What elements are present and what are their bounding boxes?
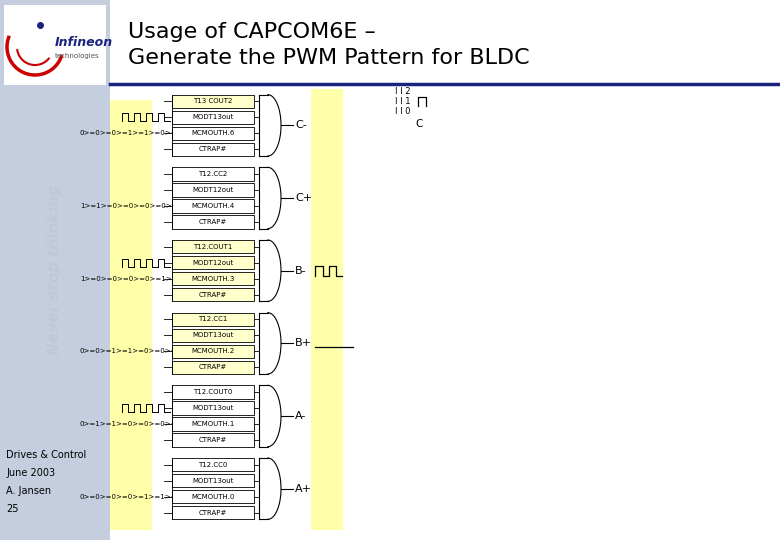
Bar xyxy=(172,143,254,156)
Text: Drives & Control: Drives & Control xyxy=(6,450,87,460)
Text: 1: 1 xyxy=(177,145,182,154)
Text: MCMOUTH.2: MCMOUTH.2 xyxy=(191,348,235,354)
Text: MCMOUTH.0: MCMOUTH.0 xyxy=(191,494,235,500)
Text: 1: 1 xyxy=(177,476,182,485)
Text: 0>=0>=0>=0>=1>=1>=0: 0>=0>=0>=0>=1>=1>=0 xyxy=(80,494,182,500)
Text: 1: 1 xyxy=(177,363,182,372)
Bar xyxy=(172,474,254,488)
Text: 1: 1 xyxy=(177,331,182,340)
Bar xyxy=(172,345,254,358)
Text: 25: 25 xyxy=(6,504,19,514)
Bar xyxy=(172,256,254,269)
Text: CTRAP#: CTRAP# xyxy=(199,510,227,516)
Text: 0>=0>=1>=1>=0>=0>=0: 0>=0>=1>=1>=0>=0>=0 xyxy=(80,348,182,354)
Text: 0>=1>=1>=0>=0>=0>=0: 0>=1>=1>=0>=0>=0>=0 xyxy=(80,421,182,427)
Text: T12.CC2: T12.CC2 xyxy=(198,171,228,177)
Text: C-: C- xyxy=(295,120,307,130)
Text: 1: 1 xyxy=(177,97,182,106)
Bar xyxy=(172,433,254,447)
Bar xyxy=(172,183,254,197)
Text: A-: A- xyxy=(295,411,307,421)
Text: B+: B+ xyxy=(295,339,312,348)
Bar xyxy=(0,0,110,540)
Text: 1: 1 xyxy=(177,435,182,444)
Bar xyxy=(172,199,254,213)
Text: T12.COUT1: T12.COUT1 xyxy=(193,244,232,249)
Text: 1: 1 xyxy=(177,290,182,299)
Text: MODT13out: MODT13out xyxy=(193,405,234,411)
Bar xyxy=(172,94,254,108)
Text: 1: 1 xyxy=(177,460,182,469)
Text: Usage of CAPCOM6E –: Usage of CAPCOM6E – xyxy=(128,22,376,42)
Text: CTRAP#: CTRAP# xyxy=(199,219,227,225)
Text: I I 2: I I 2 xyxy=(395,87,410,97)
Text: 1: 1 xyxy=(177,186,182,194)
Text: 1>=0>=0>=0>=0>=1>=1: 1>=0>=0>=0>=0>=1>=1 xyxy=(80,275,182,282)
Text: MODT13out: MODT13out xyxy=(193,332,234,339)
Text: CTRAP#: CTRAP# xyxy=(199,437,227,443)
Bar xyxy=(172,490,254,503)
Text: technologies: technologies xyxy=(55,53,100,59)
Bar xyxy=(172,329,254,342)
Bar xyxy=(172,313,254,326)
Bar xyxy=(4,5,106,85)
Text: 1: 1 xyxy=(177,315,182,324)
Text: 1>=1>=0>=0>=0>=0>=1: 1>=1>=0>=0>=0>=0>=1 xyxy=(80,203,182,209)
Text: June 2003: June 2003 xyxy=(6,468,55,478)
Text: MODT13out: MODT13out xyxy=(193,114,234,120)
Text: Infineon: Infineon xyxy=(55,36,113,49)
Text: CTRAP#: CTRAP# xyxy=(199,292,227,298)
Text: CTRAP#: CTRAP# xyxy=(199,146,227,152)
Text: 1: 1 xyxy=(177,242,182,251)
Bar xyxy=(110,100,152,530)
Text: MCMOUTH.4: MCMOUTH.4 xyxy=(191,203,235,209)
Text: Never stop thinking: Never stop thinking xyxy=(48,185,62,355)
Bar xyxy=(172,506,254,519)
Text: 1: 1 xyxy=(177,388,182,396)
Text: MODT12out: MODT12out xyxy=(193,187,234,193)
Text: C: C xyxy=(415,119,423,129)
Text: T13 COUT2: T13 COUT2 xyxy=(193,98,232,104)
Bar xyxy=(172,386,254,399)
Text: C+: C+ xyxy=(295,193,312,203)
Text: MCMOUTH.6: MCMOUTH.6 xyxy=(191,130,235,136)
Text: Generate the PWM Pattern for BLDC: Generate the PWM Pattern for BLDC xyxy=(128,48,530,68)
Text: 1: 1 xyxy=(177,218,182,226)
Text: MODT13out: MODT13out xyxy=(193,478,234,484)
Text: T12.COUT0: T12.COUT0 xyxy=(193,389,232,395)
Bar xyxy=(172,458,254,471)
Bar xyxy=(172,361,254,374)
Text: MODT12out: MODT12out xyxy=(193,260,234,266)
Text: 1: 1 xyxy=(177,508,182,517)
Text: T12.CC1: T12.CC1 xyxy=(198,316,228,322)
Bar xyxy=(172,272,254,285)
Text: MCMOUTH.1: MCMOUTH.1 xyxy=(191,421,235,427)
Text: CTRAP#: CTRAP# xyxy=(199,364,227,370)
Text: T12.CC0: T12.CC0 xyxy=(198,462,228,468)
Text: I I 0: I I 0 xyxy=(395,107,410,117)
Bar xyxy=(172,401,254,415)
Text: MCMOUTH.3: MCMOUTH.3 xyxy=(191,275,235,282)
Text: A+: A+ xyxy=(295,484,312,494)
Bar xyxy=(172,215,254,228)
Bar xyxy=(172,111,254,124)
Text: B-: B- xyxy=(295,266,307,275)
Bar xyxy=(172,288,254,301)
Bar xyxy=(311,89,343,530)
Bar xyxy=(172,240,254,253)
Text: A. Jansen: A. Jansen xyxy=(6,486,51,496)
Text: 0>=0>=0>=1>=1>=0>=0: 0>=0>=0>=1>=1>=0>=0 xyxy=(80,130,182,136)
Bar xyxy=(172,127,254,140)
Bar xyxy=(172,167,254,181)
Text: I I 1: I I 1 xyxy=(395,98,410,106)
Bar xyxy=(172,417,254,431)
Text: 1: 1 xyxy=(177,170,182,179)
